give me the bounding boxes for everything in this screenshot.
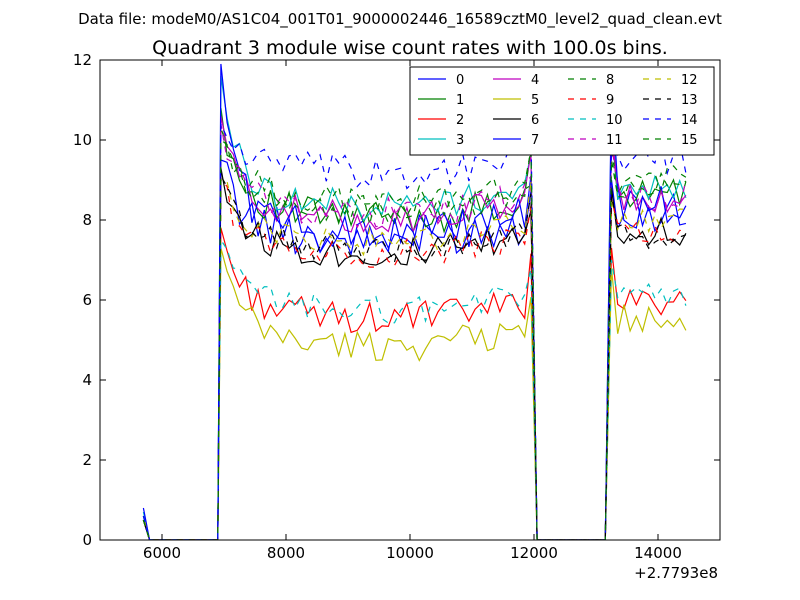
y-tick-label: 8 [82, 211, 92, 229]
legend-box [409, 66, 715, 156]
series-line-13 [142, 173, 687, 540]
x-tick-label: 14000 [634, 544, 682, 562]
legend-label-11: 11 [606, 133, 623, 148]
legend-label-4: 4 [531, 73, 539, 88]
legend-label-5: 5 [531, 93, 539, 108]
series-line-5 [142, 247, 687, 540]
legend-label-9: 9 [606, 93, 614, 108]
y-tick-label: 6 [82, 291, 92, 309]
legend-label-1: 1 [456, 93, 464, 108]
x-offset-label: +2.7793e8 [634, 564, 718, 582]
x-tick-label: 10000 [386, 544, 434, 562]
x-tick-label: 8000 [267, 544, 305, 562]
plot-frame [99, 59, 721, 541]
legend-label-12: 12 [681, 73, 698, 88]
legend-label-13: 13 [681, 93, 698, 108]
y-tick-label: 10 [73, 131, 92, 149]
series-line-11 [142, 123, 687, 540]
legend-label-0: 0 [456, 73, 464, 88]
x-tick-label: 12000 [510, 544, 558, 562]
legend-label-7: 7 [531, 133, 539, 148]
y-tick-label: 0 [82, 531, 92, 549]
suptitle: Data file: modeM0/AS1C04_001T01_90000024… [78, 10, 722, 29]
series-line-12 [142, 179, 686, 540]
series-line-8 [142, 127, 687, 540]
y-tick-label: 4 [82, 371, 92, 389]
legend-label-14: 14 [681, 113, 698, 128]
legend-label-6: 6 [531, 113, 539, 128]
legend-label-3: 3 [456, 133, 464, 148]
legend-label-2: 2 [456, 113, 464, 128]
y-tick-label: 2 [82, 451, 92, 469]
legend-label-10: 10 [606, 113, 623, 128]
y-tick-label: 12 [73, 51, 92, 69]
series-line-0 [142, 159, 687, 540]
chart-title: Quadrant 3 module wise count rates with … [152, 37, 668, 59]
x-tick-label: 6000 [143, 544, 181, 562]
legend-label-8: 8 [606, 73, 614, 88]
series-line-10 [142, 238, 687, 540]
legend-label-15: 15 [681, 133, 698, 148]
